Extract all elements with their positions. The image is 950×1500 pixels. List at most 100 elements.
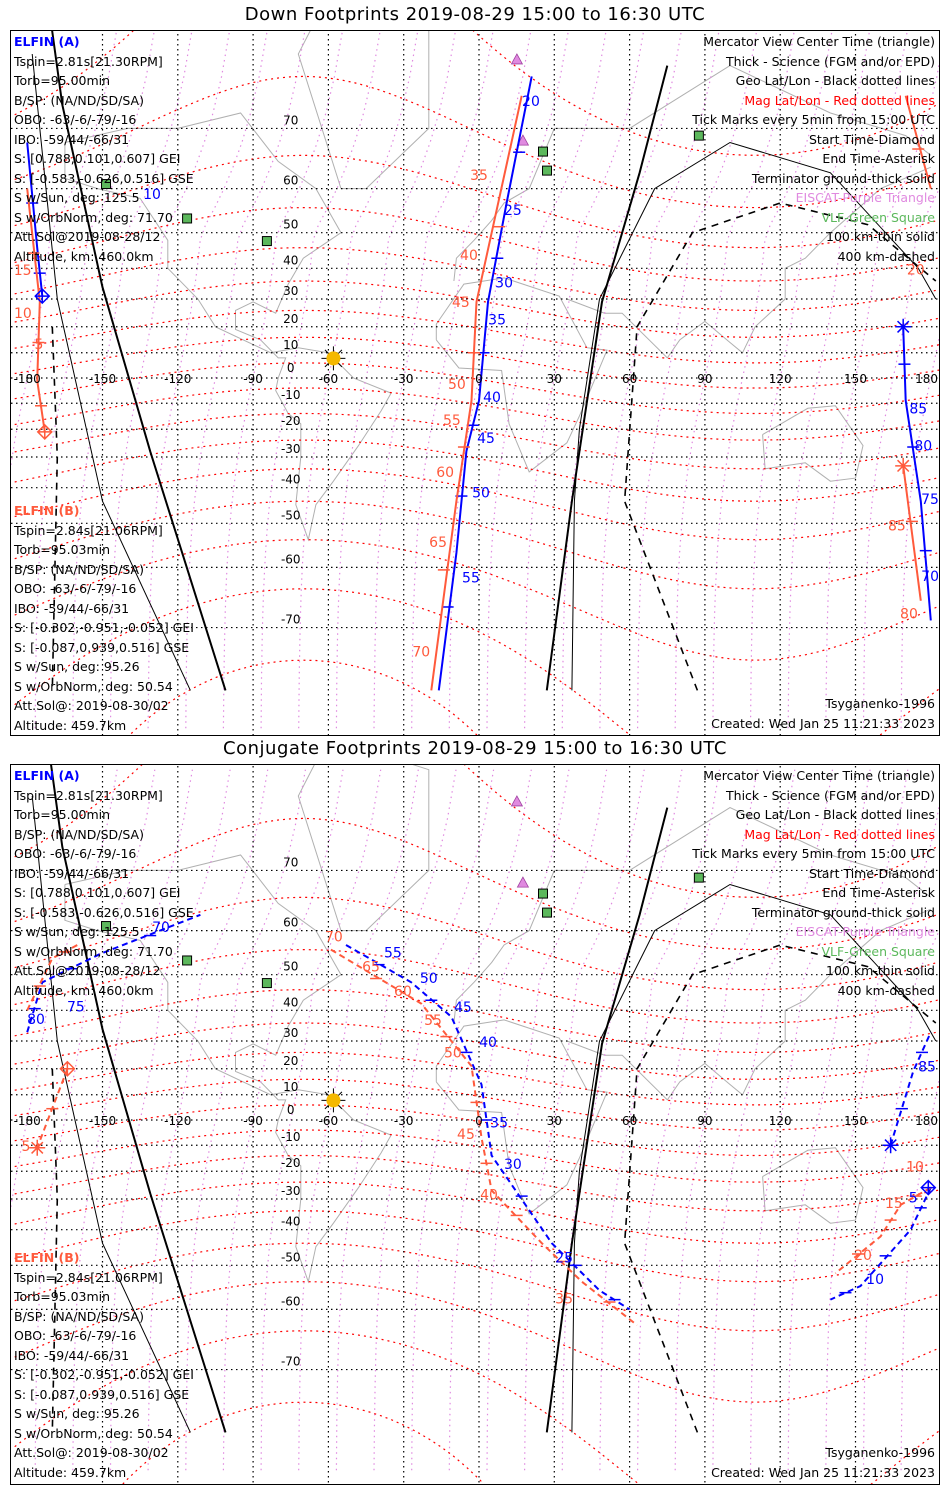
mag-meridian-line	[787, 31, 908, 729]
mag-latitude-line	[14, 1181, 939, 1244]
terminator-ground-line	[545, 65, 669, 691]
info-line: Torb=95.03min	[14, 1289, 111, 1304]
terminator-400km-line	[51, 1068, 59, 1433]
mag-meridian-line	[900, 1076, 939, 1471]
start-diamond-marker-a	[34, 288, 51, 305]
track-time-label: 70	[325, 930, 343, 946]
track-time-label: 70	[412, 644, 430, 660]
track-time-label: 60	[436, 465, 454, 481]
lon-tick-label: -120	[164, 372, 191, 386]
info-line: S: [-0.583,-0.626,0.516] GSE	[14, 170, 194, 186]
info-line: B/SP: (NA/ND/SD/SA)	[14, 826, 144, 842]
vlf-site-square	[182, 213, 193, 224]
mag-meridian-line	[448, 31, 569, 729]
mag-meridian-line	[674, 769, 796, 1471]
terminator-100km-line	[571, 141, 937, 691]
elfin-a-info: ELFIN (A) Tspin=2.81s[21.30RPM] Torb=95.00…	[14, 32, 194, 266]
track-time-label: 60	[394, 984, 412, 1000]
info-line: S: [0.788,0.101,0.607] GEI	[14, 151, 181, 166]
elfin-a-track	[437, 76, 533, 691]
track-time-label: 10	[906, 1160, 924, 1176]
track-time-label: 50	[444, 1045, 462, 1061]
mag-latitude-line	[14, 948, 939, 1024]
track-time-label: 20	[854, 1248, 872, 1264]
mag-latitude-line	[14, 1022, 939, 1080]
terminator-ground-line	[51, 31, 227, 691]
legend-line: 400 km-dashed	[837, 982, 935, 998]
lon-tick-label: -150	[89, 372, 116, 386]
track-time-label: 45	[457, 1127, 475, 1143]
vlf-site-square	[101, 179, 112, 190]
track-time-label: 25	[555, 1251, 573, 1267]
coastline	[453, 65, 932, 282]
lat-tick-label: 70	[283, 113, 298, 127]
lon-tick-label: 150	[844, 1114, 867, 1128]
mag-meridian-line	[749, 31, 871, 729]
lat-tick-label: 50	[283, 218, 298, 232]
lat-tick-label: -70	[281, 613, 301, 627]
track-time-label: 10	[14, 306, 32, 322]
mag-meridian-line	[862, 187, 939, 729]
lat-tick-label: -20	[281, 414, 301, 428]
track-time-label: 75	[67, 999, 85, 1015]
satellite-name: ELFIN (B)	[14, 1250, 80, 1265]
coastline	[297, 31, 430, 190]
info-line: Att.Sol@: 2019-08-30/02	[14, 698, 169, 713]
track-time-label: 80	[27, 1012, 45, 1028]
info-line: Att.Sol@2019-08-28/12	[14, 229, 161, 244]
footer-model: Tsyganenko-1996	[825, 696, 935, 711]
lat-tick-label: -40	[281, 1215, 301, 1229]
mag-latitude-line	[14, 1129, 939, 1183]
track-time-label: 45	[452, 295, 470, 311]
lat-tick-label: -20	[281, 1156, 301, 1170]
lon-tick-label: 60	[622, 372, 637, 386]
info-line: Tspin=2.84s[21.06RPM]	[14, 1269, 163, 1285]
info-line: S w/Sun, deg: 125.5	[14, 190, 140, 205]
end-asterisk-marker-b	[29, 1139, 46, 1156]
legend-line: VLF-Green Square	[821, 209, 935, 225]
track-time-label: 45	[454, 1000, 472, 1016]
eiscat-site-triangle	[510, 53, 524, 65]
mag-latitude-line	[14, 206, 939, 282]
info-line: OBO: -63/-6/-79/-16	[14, 1328, 137, 1343]
info-line: IBO: -59/44/-66/31	[14, 131, 130, 147]
legend: Mercator View Center Time (triangle) Thic…	[692, 766, 935, 1000]
mag-latitude-line	[14, 817, 939, 951]
coastline	[435, 1019, 608, 1215]
track-time-label: 20	[522, 94, 540, 110]
mag-meridian-line	[448, 769, 570, 1471]
down-footprints-map: -180 -150 -120 -90 -60 -30 0 30 60 90 120 150 180 70 6…	[10, 30, 940, 736]
terminator-100km-line	[31, 53, 191, 691]
track-time-label: 35	[490, 1116, 508, 1132]
track-time-label: 65	[429, 535, 447, 551]
mag-meridian-line	[825, 60, 939, 729]
coastline	[453, 807, 932, 1024]
mag-latitude-line	[14, 1051, 939, 1106]
track-time-label: 20	[907, 263, 925, 279]
lon-tick-label: -180	[14, 1114, 41, 1128]
track-time-label: 50	[420, 971, 438, 987]
elfin-b-track	[904, 95, 932, 189]
elfin-a-track	[889, 1031, 932, 1146]
terminator-100km-line	[31, 795, 191, 1433]
legend-line: Mag Lat/Lon - Red dotted lines	[744, 826, 935, 842]
vlf-site-square	[261, 236, 272, 247]
mag-latitude-line	[14, 1154, 939, 1212]
eiscat-site-triangle	[516, 876, 530, 888]
legend-line: End Time-Asterisk	[822, 151, 935, 166]
lat-tick-label: 50	[283, 960, 298, 974]
legend-line: EISCAT-Purple Triangle	[795, 190, 935, 205]
lat-tick-label: -30	[281, 442, 301, 456]
info-line: S w/OrbNorm, deg: 71.70	[14, 943, 173, 959]
end-asterisk-marker-a	[882, 1137, 899, 1154]
track-time-label: 5	[909, 1191, 918, 1207]
sun-icon	[326, 1093, 341, 1108]
info-line: Torb=95.00min	[14, 807, 111, 822]
elfin-b-track	[430, 95, 523, 691]
lon-tick-label: -90	[243, 372, 263, 386]
info-line: OBO: -63/-6/-79/-16	[14, 581, 137, 596]
map-canvas: -180 -150 -120 -90 -60 -30 0 30 60 90 120 150 180706…	[11, 765, 939, 1484]
track-time-label: 80	[914, 439, 932, 455]
info-line: S w/Sun, deg: 95.26	[14, 1406, 140, 1421]
info-line: S: [-0.087,0.939,0.516] GSE	[14, 1386, 190, 1402]
